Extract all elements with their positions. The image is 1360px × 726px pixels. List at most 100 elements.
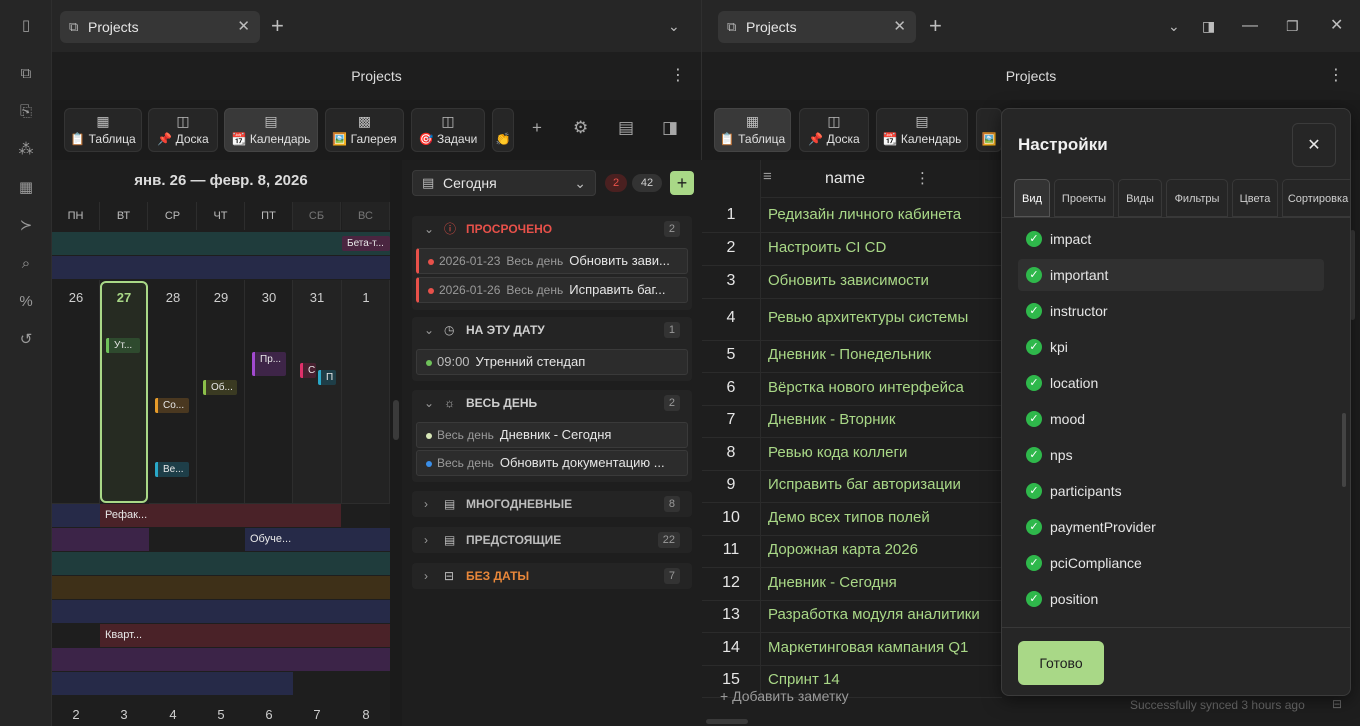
calendar-event[interactable]: Ут... [106, 338, 140, 353]
minimize-icon[interactable]: — [1242, 17, 1258, 34]
property-item[interactable]: ✓ mood [1018, 403, 1324, 435]
check-icon[interactable]: ✓ [1026, 231, 1042, 247]
base-icon[interactable]: ⧉ [20, 65, 32, 82]
day-cell[interactable] [293, 280, 342, 504]
sidebar-toggle-icon[interactable]: ▯ [21, 17, 31, 34]
settings-tab-sort[interactable]: Сортировка [1282, 179, 1350, 217]
calendar-event[interactable]: Кварт... [105, 629, 143, 641]
close-button[interactable]: ✕ [1292, 123, 1336, 167]
row-name-cell[interactable]: Ревью кода коллеги [768, 443, 908, 461]
add-view-icon[interactable]: + [532, 118, 542, 137]
calendar-event[interactable]: Обуче... [250, 533, 292, 545]
scroll-thumb[interactable] [393, 400, 399, 440]
tab-gallery[interactable]: 🖼️ [976, 108, 1002, 152]
calendar-event[interactable]: Об... [203, 380, 237, 395]
code-icon[interactable]: % [19, 293, 33, 310]
row-name-cell[interactable]: Обновить зависимости [768, 271, 929, 289]
check-icon[interactable]: ✓ [1026, 483, 1042, 499]
scroll-thumb[interactable] [706, 719, 748, 724]
agenda-item[interactable]: 2026-01-26 Весь день Исправить баг... [416, 277, 688, 303]
calendar-icon[interactable]: ▤ [618, 118, 635, 137]
check-icon[interactable]: ✓ [1026, 591, 1042, 607]
agenda-item[interactable]: 2026-01-23 Весь день Обновить зави... [416, 248, 688, 274]
check-icon[interactable]: ✓ [1026, 303, 1042, 319]
section-header[interactable]: › ▤ ПРЕДСТОЯЩИЕ 22 [412, 527, 692, 553]
row-name-cell[interactable]: Разработка модуля аналитики [768, 606, 980, 623]
tab-table[interactable]: ▦ 📋 Таблица [714, 108, 791, 152]
sidebar-right-icon[interactable]: ◨ [662, 118, 679, 137]
section-header[interactable]: › ▤ МНОГОДНЕВНЫЕ 8 [412, 491, 692, 517]
row-name-cell[interactable]: Демо всех типов полей [768, 508, 930, 526]
graph-icon[interactable]: ⁂ [18, 141, 34, 158]
row-name-cell[interactable]: Спринт 14 [768, 671, 840, 688]
today-cell[interactable] [100, 281, 148, 503]
day-cell[interactable] [149, 280, 197, 504]
calendar-event[interactable]: Ве... [155, 462, 189, 477]
tab-table[interactable]: ▦ 📋 Таблица [64, 108, 142, 152]
property-item[interactable]: ✓ location [1018, 367, 1324, 399]
more-options-icon[interactable]: ⋮ [670, 67, 686, 84]
chevron-down-icon[interactable]: ⌄ [668, 18, 680, 34]
day-cell[interactable] [342, 280, 390, 504]
tab-calendar[interactable]: ▤ 📆 Календарь [876, 108, 968, 152]
calendar-event[interactable]: Рефак... [105, 509, 148, 521]
day-cell[interactable] [52, 280, 100, 504]
row-name-cell[interactable]: Дневник - Сегодня [768, 573, 897, 591]
check-icon[interactable]: ✓ [1026, 375, 1042, 391]
section-header[interactable]: › ⊟ БЕЗ ДАТЫ 7 [412, 563, 692, 589]
check-icon[interactable]: ✓ [1026, 411, 1042, 427]
tab-calendar[interactable]: ▤ 📆 Календарь [224, 108, 318, 152]
calendar-event[interactable]: П [318, 370, 336, 385]
close-icon[interactable]: ✕ [893, 18, 906, 35]
row-name-cell[interactable]: Дневник - Понедельник [768, 346, 932, 363]
section-header[interactable]: ⌄ ⓘ ПРОСРОЧЕНО 2 [412, 216, 692, 242]
settings-tab-projects[interactable]: Проекты [1054, 179, 1114, 217]
menu-icon[interactable]: ≡ [763, 168, 772, 185]
day-cell[interactable] [197, 280, 245, 504]
check-icon[interactable]: ✓ [1026, 519, 1042, 535]
tab-projects[interactable]: ⧉ Projects ✕ [60, 11, 260, 43]
close-window-icon[interactable]: ✕ [1330, 17, 1344, 34]
calendar-event[interactable]: С [300, 363, 316, 378]
settings-icon[interactable]: ⚙ [573, 118, 589, 137]
new-tab-button[interactable]: + [271, 13, 284, 38]
row-name-cell[interactable]: Маркетинговая кампания Q1 [768, 638, 969, 656]
chevron-down-icon[interactable]: ⌄ [1168, 18, 1180, 34]
add-note-button[interactable]: + Добавить заметку [720, 688, 849, 704]
calendar-event[interactable]: Со... [155, 398, 189, 413]
check-icon[interactable]: ✓ [1026, 447, 1042, 463]
calendar-event[interactable]: Бета-т... [342, 236, 390, 251]
property-item[interactable]: ✓ [1018, 619, 1324, 627]
file-icon[interactable]: ⎘ [19, 103, 32, 120]
check-icon[interactable]: ✓ [1026, 555, 1042, 571]
more-options-icon[interactable]: ⋮ [1328, 67, 1344, 84]
terminal-icon[interactable]: ≻ [19, 217, 33, 234]
day-cell[interactable] [245, 280, 293, 504]
property-item[interactable]: ✓ position [1018, 583, 1324, 615]
settings-tab-colors[interactable]: Цвета [1232, 179, 1278, 217]
scroll-thumb[interactable] [1350, 230, 1355, 320]
column-options-icon[interactable]: ⋮ [915, 170, 930, 187]
close-icon[interactable]: ✕ [237, 18, 250, 35]
agenda-item[interactable]: 09:00 Утренний стендап [416, 349, 688, 375]
section-header[interactable]: ⌄ ☼ ВЕСЬ ДЕНЬ 2 [412, 390, 692, 416]
property-item[interactable]: ✓ participants [1018, 475, 1324, 507]
property-item[interactable]: ✓ important [1018, 259, 1324, 291]
check-icon[interactable]: ✓ [1026, 339, 1042, 355]
tab-tasks[interactable]: ◫ 🎯 Задачи [411, 108, 485, 152]
property-item[interactable]: ✓ nps [1018, 439, 1324, 471]
agenda-item[interactable]: Весь день Дневник - Сегодня [416, 422, 688, 448]
settings-tab-filters[interactable]: Фильтры [1166, 179, 1228, 217]
scrollbar[interactable] [390, 160, 402, 726]
row-name-cell[interactable]: Ревью архитектуры системы [768, 309, 969, 326]
horizontal-scrollbar[interactable] [702, 716, 1002, 726]
date-filter-select[interactable]: ▤ Сегодня ⌄ [412, 170, 596, 196]
tab-board[interactable]: ◫ 📌 Доска [799, 108, 869, 152]
check-icon[interactable]: ✓ [1026, 267, 1042, 283]
property-item[interactable]: ✓ impact [1018, 223, 1324, 255]
column-header[interactable]: ≡ name ⋮ [760, 160, 1002, 198]
row-name-cell[interactable]: Вёрстка нового интерфейса [768, 378, 964, 396]
search-icon[interactable]: ⌕ [21, 255, 31, 272]
row-name-cell[interactable]: Дорожная карта 2026 [768, 541, 918, 558]
agenda-item[interactable]: Весь день Обновить документацию ... [416, 450, 688, 476]
